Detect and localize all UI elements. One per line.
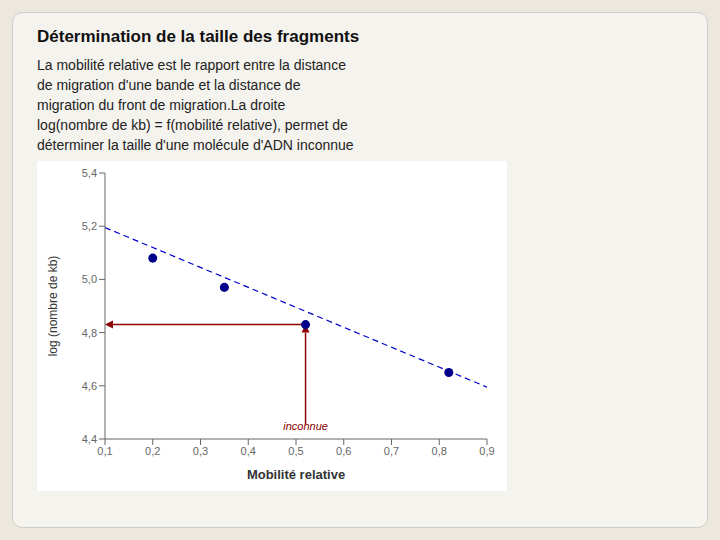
svg-text:4,8: 4,8 bbox=[82, 327, 97, 339]
svg-text:4,6: 4,6 bbox=[82, 380, 97, 392]
svg-text:5,4: 5,4 bbox=[82, 167, 97, 179]
html-text:de migration d'une bande et la: de migration d'une bande et la distance … bbox=[37, 77, 301, 93]
html-text:déterminer la taille d'une mol: déterminer la taille d'une molécule d'AD… bbox=[37, 137, 354, 153]
svg-text:inconnue: inconnue bbox=[283, 420, 328, 432]
svg-text:0,2: 0,2 bbox=[145, 445, 160, 457]
html-text:migration du front de migratio: migration du front de migration.La droit… bbox=[37, 97, 286, 113]
svg-text:0,8: 0,8 bbox=[432, 445, 447, 457]
svg-text:5,0: 5,0 bbox=[82, 273, 97, 285]
html-text:Détermination de la taille des: Détermination de la taille des fragments bbox=[37, 27, 360, 46]
svg-text:4,4: 4,4 bbox=[82, 433, 97, 445]
svg-text:0,5: 0,5 bbox=[288, 445, 303, 457]
svg-text:Mobilité relative: Mobilité relative bbox=[247, 467, 345, 482]
svg-text:0,9: 0,9 bbox=[479, 445, 494, 457]
svg-text:0,1: 0,1 bbox=[97, 445, 112, 457]
svg-text:5,2: 5,2 bbox=[82, 220, 97, 232]
svg-text:0,7: 0,7 bbox=[384, 445, 399, 457]
svg-text:log (nombre de kb): log (nombre de kb) bbox=[46, 256, 60, 357]
svg-text:0,4: 0,4 bbox=[241, 445, 256, 457]
svg-text:0,3: 0,3 bbox=[193, 445, 208, 457]
html-text:log(nombre de kb) = f(mobilité: log(nombre de kb) = f(mobilité relative)… bbox=[37, 117, 348, 133]
html-text:La mobilité relative est le ra: La mobilité relative est le rapport entr… bbox=[37, 57, 346, 73]
svg-text:0,6: 0,6 bbox=[336, 445, 351, 457]
